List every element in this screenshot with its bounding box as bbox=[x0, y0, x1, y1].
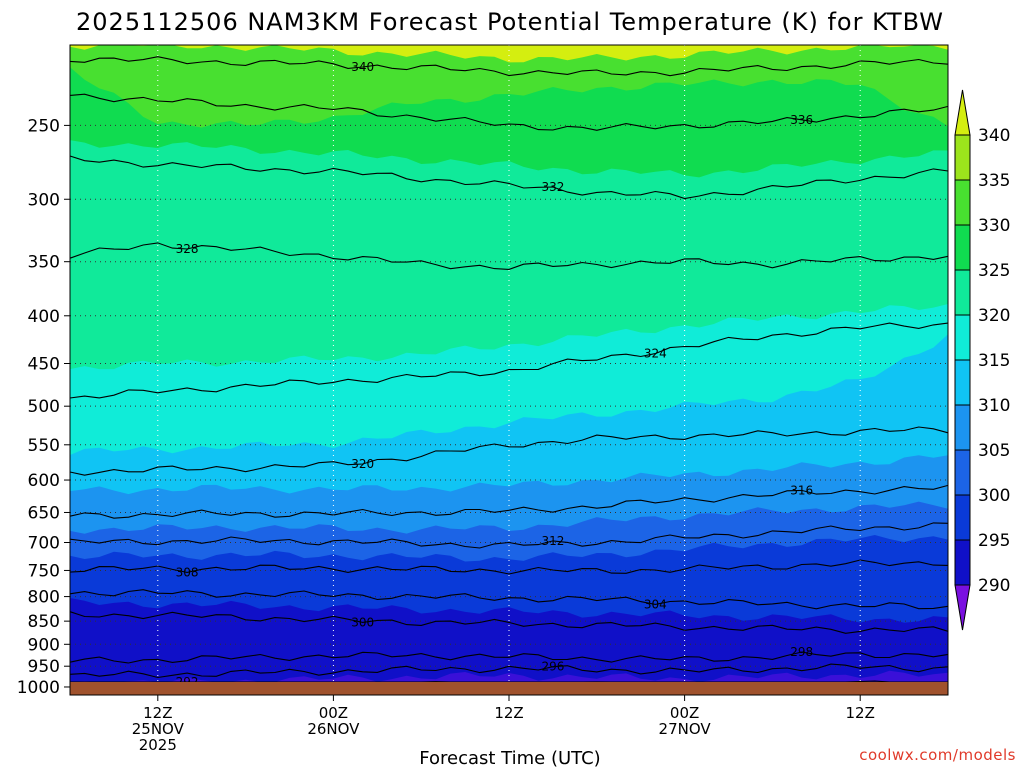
colorbar-extend-top bbox=[954, 89, 971, 136]
colorbar-label-315: 315 bbox=[978, 351, 1010, 371]
colorbar-bin-5 bbox=[954, 359, 971, 406]
colorbar-label-335: 335 bbox=[978, 171, 1010, 191]
y-tick-label-800: 800 bbox=[28, 588, 60, 608]
contour-298 bbox=[69, 651, 949, 664]
y-tick-label-550: 550 bbox=[28, 436, 60, 456]
contour-label-332: 332 bbox=[541, 180, 564, 194]
colorbar-bin-0 bbox=[954, 134, 971, 181]
colorbar-extend-bottom bbox=[954, 584, 971, 631]
x-tick-label-6-2: 25NOV bbox=[132, 720, 185, 738]
colorbar-label-340: 340 bbox=[978, 126, 1010, 146]
y-tick-label-900: 900 bbox=[28, 635, 60, 655]
contour-296 bbox=[69, 663, 949, 679]
colorbar-label-305: 305 bbox=[978, 441, 1010, 461]
colorbar-bin-2 bbox=[954, 224, 971, 271]
fill-band-295 bbox=[70, 670, 948, 682]
colorbar-bin-4 bbox=[954, 314, 971, 361]
contour-312 bbox=[69, 522, 949, 549]
contour-label-300: 300 bbox=[351, 615, 374, 629]
contour-label-336: 336 bbox=[790, 113, 813, 127]
colorbar-label-295: 295 bbox=[978, 531, 1010, 551]
x-tick-label-30-1: 12Z bbox=[494, 704, 523, 722]
contour-label-312: 312 bbox=[541, 534, 564, 548]
colorbar-bin-1 bbox=[954, 179, 971, 226]
contour-332 bbox=[69, 155, 949, 200]
x-tick-label-42-2: 27NOV bbox=[659, 720, 712, 738]
y-tick-label-700: 700 bbox=[28, 533, 60, 553]
contour-label-324: 324 bbox=[644, 347, 667, 361]
colorbar-label-310: 310 bbox=[978, 396, 1010, 416]
colorbar-label-330: 330 bbox=[978, 216, 1010, 236]
colorbar: 340 335 330 325 320 315 310 305 300 295 290 bbox=[954, 89, 1010, 631]
colorbar-bin-3 bbox=[954, 269, 971, 316]
contour-300 bbox=[69, 611, 949, 634]
y-tick-label-500: 500 bbox=[28, 397, 60, 417]
contour-308 bbox=[69, 559, 949, 575]
y-tick-label-950: 950 bbox=[28, 657, 60, 677]
plot-area: 2922962983003043083123163203243283323363… bbox=[69, 44, 949, 696]
colorbar-bin-7 bbox=[954, 449, 971, 496]
y-tick-label-350: 350 bbox=[28, 253, 60, 273]
x-tick-label-54-1: 12Z bbox=[846, 704, 875, 722]
contour-316 bbox=[69, 484, 949, 519]
x-axis-label: Forecast Time (UTC) bbox=[419, 748, 600, 768]
colorbar-bin-9 bbox=[954, 539, 971, 586]
x-tick-label-6-3: 2025 bbox=[139, 736, 177, 754]
contour-label-316: 316 bbox=[790, 483, 813, 497]
x-tick-label-18-1: 00Z bbox=[319, 704, 348, 722]
contour-label-304: 304 bbox=[644, 597, 667, 611]
colorbar-label-290: 290 bbox=[978, 576, 1010, 596]
surface-strip bbox=[70, 682, 948, 695]
contour-304 bbox=[69, 589, 949, 610]
y-tick-label-400: 400 bbox=[28, 307, 60, 327]
chart-title: 2025112506 NAM3KM Forecast Potential Tem… bbox=[76, 8, 944, 36]
x-tick-label-18-2: 26NOV bbox=[307, 720, 360, 738]
y-tick-label-600: 600 bbox=[28, 471, 60, 491]
x-tick-label-6-1: 12Z bbox=[143, 704, 172, 722]
contour-320 bbox=[69, 426, 949, 476]
y-tick-label-850: 850 bbox=[28, 612, 60, 632]
colorbar-bin-6 bbox=[954, 404, 971, 451]
contour-340 bbox=[69, 56, 949, 77]
y-tick-label-650: 650 bbox=[28, 503, 60, 523]
contour-label-298: 298 bbox=[790, 645, 813, 659]
y-tick-label-300: 300 bbox=[28, 190, 60, 210]
x-tick-label-42-1: 00Z bbox=[670, 704, 699, 722]
credit-text: coolwx.com/models bbox=[859, 746, 1016, 764]
contour-336 bbox=[69, 93, 949, 131]
contour-label-320: 320 bbox=[351, 457, 374, 471]
y-tick-label-1000: 1000 bbox=[17, 678, 60, 698]
contour-324 bbox=[69, 322, 949, 399]
y-tick-label-250: 250 bbox=[28, 116, 60, 136]
contour-label-340: 340 bbox=[351, 60, 374, 74]
contour-328 bbox=[69, 242, 949, 270]
colorbar-label-320: 320 bbox=[978, 306, 1010, 326]
colorbar-label-325: 325 bbox=[978, 261, 1010, 281]
y-tick-label-450: 450 bbox=[28, 355, 60, 375]
colorbar-label-300: 300 bbox=[978, 486, 1010, 506]
contour-label-328: 328 bbox=[176, 242, 199, 256]
y-tick-label-750: 750 bbox=[28, 561, 60, 581]
contour-label-308: 308 bbox=[176, 565, 199, 579]
contour-label-296: 296 bbox=[541, 660, 564, 674]
colorbar-bin-8 bbox=[954, 494, 971, 541]
